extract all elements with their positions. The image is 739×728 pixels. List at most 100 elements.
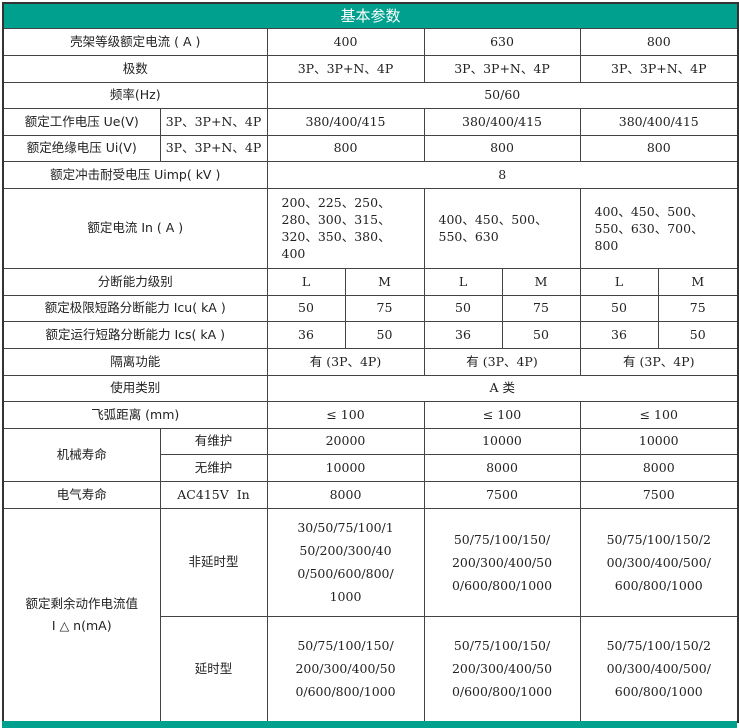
cell: 800 [423, 134, 581, 162]
cell: 有 (3P、4P) [423, 347, 581, 376]
table-row: 额定绝缘电压 Ui(V) 3P、3P+N、4P 800 800 800 [2, 134, 739, 162]
cell: 50/60 [266, 81, 739, 109]
row-label: 壳架等级额定电流 ( A ) [2, 27, 268, 56]
table-row: 分断能力级别 L M L M L M [2, 267, 739, 296]
cell: 3P、3P+N、4P [423, 54, 581, 83]
cell: 10000 [579, 427, 739, 455]
row-label: 额定工作电压 Ue(V) [2, 107, 161, 136]
table-row: 电气寿命 AC415V In 8000 7500 7500 [2, 480, 739, 509]
cell: ≤ 100 [266, 400, 425, 429]
cell: ≤ 100 [423, 400, 581, 429]
cell: 50 [501, 320, 581, 349]
table-row: 额定冲击耐受电压 Uimp( kV ) 8 [2, 160, 739, 189]
table-title: 基本参数 [2, 2, 739, 29]
cell: 3P、3P+N、4P [159, 107, 268, 136]
row-label: 电气寿命 [2, 480, 161, 509]
cell: 30/50/75/100/150/200/300/400/500/600/800… [266, 507, 425, 617]
cell: 50 [657, 320, 739, 349]
table-row: 极数 3P、3P+N、4P 3P、3P+N、4P 3P、3P+N、4P [2, 54, 739, 83]
cell: 3P、3P+N、4P [266, 54, 425, 83]
table-row: 额定剩余动作电流值 I △ n(mA) 非延时型 30/50/75/100/150/2… [2, 507, 739, 723]
row-label: 额定冲击耐受电压 Uimp( kV ) [2, 160, 268, 189]
cell: 8 [266, 160, 739, 189]
cell: 380/400/415 [423, 107, 581, 136]
cell: 20000 [266, 427, 425, 455]
cell: 380/400/415 [266, 107, 425, 136]
cell: 800 [579, 27, 739, 56]
cell: 50 [344, 320, 425, 349]
row-label: 额定极限短路分断能力 Icu( kA ) [2, 294, 268, 322]
table-row: 额定电流 In ( A ) 200、225、250、280、300、315、320… [2, 187, 739, 269]
cell: 75 [501, 294, 581, 322]
cell: 75 [344, 294, 425, 322]
row-label: 额定剩余动作电流值 I △ n(mA) [2, 507, 161, 723]
sub-label: 延时型 [159, 615, 268, 723]
cell: 75 [657, 294, 739, 322]
cell: 400、450、500、550、630、700、800 [579, 187, 739, 269]
cell: L [579, 267, 659, 296]
row-label: 频率(Hz) [2, 81, 268, 109]
cell: ≤ 100 [579, 400, 739, 429]
table-row: 延时型 50/75/100/150/200/300/400/500/600/800… [3, 615, 739, 723]
row-label: 额定绝缘电压 Ui(V) [2, 134, 161, 162]
row-label: 分断能力级别 [2, 267, 268, 296]
table-row: 飞弧距离 (mm) ≤ 100 ≤ 100 ≤ 100 [2, 400, 739, 429]
cell: 有 (3P、4P) [266, 347, 425, 376]
cell: 有 (3P、4P) [579, 347, 739, 376]
table-row: 使用类别 A 类 [2, 374, 739, 402]
cell: 50/75/100/150/200/300/400/500/600/800/10… [266, 615, 425, 723]
cell: 630 [423, 27, 581, 56]
row-label: 额定运行短路分断能力 Ics( kA ) [2, 320, 268, 349]
cell: 50/75/100/150/200/300/400/500/600/800/10… [423, 507, 581, 617]
cell: 50/75/100/150/200/300/400/500/600/800/10… [579, 615, 739, 723]
cell: 36 [579, 320, 659, 349]
residual-label-unit: I △ n(mA) [51, 617, 112, 633]
cell: 400 [266, 27, 425, 56]
cell: 10000 [266, 453, 425, 482]
cell: A 类 [266, 374, 739, 402]
cell: L [266, 267, 346, 296]
cell: 50 [579, 294, 659, 322]
cell: 380/400/415 [579, 107, 739, 136]
cell: 400、450、500、550、630 [423, 187, 581, 269]
cell: 200、225、250、280、300、315、320、350、380、400 [266, 187, 425, 269]
table-row: 壳架等级额定电流 ( A ) 400 630 800 [2, 27, 739, 56]
cell: 800 [266, 134, 425, 162]
row-label: 机械寿命 [2, 427, 161, 482]
table-row: 额定工作电压 Ue(V) 3P、3P+N、4P 380/400/415 380/400… [2, 107, 739, 136]
cell: 36 [423, 320, 503, 349]
residual-label: 额定剩余动作电流值 [25, 595, 138, 611]
row-label: 使用类别 [2, 374, 268, 402]
cell: 800 [579, 134, 739, 162]
cell: 8000 [266, 480, 425, 509]
cell: 50 [423, 294, 503, 322]
cell: 36 [266, 320, 346, 349]
row-label: 隔离功能 [2, 347, 268, 376]
sub-label: 有维护 [159, 427, 268, 455]
table-row: 频率(Hz) 50/60 [2, 81, 739, 109]
sub-label: 非延时型 [159, 507, 268, 617]
footer-band [2, 721, 737, 728]
sub-label: AC415V In [159, 480, 268, 509]
cell: M [344, 267, 425, 296]
table-row: 额定极限短路分断能力 Icu( kA ) 50 75 50 75 50 75 [2, 294, 739, 322]
table-row: 无维护 10000 8000 8000 [3, 453, 739, 482]
row-label: 极数 [2, 54, 268, 83]
row-label: 额定电流 In ( A ) [2, 187, 268, 269]
table-row: 额定运行短路分断能力 Ics( kA ) 36 50 36 50 36 50 [2, 320, 739, 349]
row-label: 飞弧距离 (mm) [2, 400, 268, 429]
cell: M [501, 267, 581, 296]
cell: M [657, 267, 739, 296]
table-row: 隔离功能有 (3P、4P) 有 (3P、4P) 有 (3P、4P) [2, 347, 739, 376]
cell: 10000 [423, 427, 581, 455]
cell: 7500 [579, 480, 739, 509]
cell: L [423, 267, 503, 296]
cell: 50/75/100/150/200/300/400/500/600/800/10… [423, 615, 581, 723]
cell: 50 [266, 294, 346, 322]
cell: 3P、3P+N、4P [579, 54, 739, 83]
cell: 7500 [423, 480, 581, 509]
table-row: 机械寿命 有维护 20000 10000 10000 [2, 427, 739, 482]
sub-label: 无维护 [159, 453, 268, 482]
cell: 8000 [423, 453, 581, 482]
